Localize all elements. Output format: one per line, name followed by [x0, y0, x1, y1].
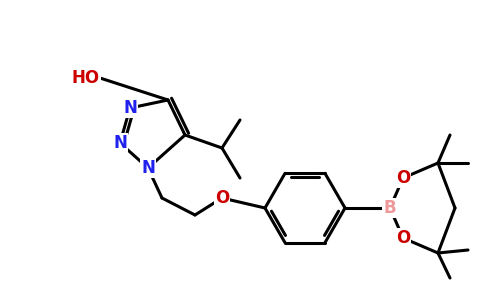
Text: O: O — [396, 169, 410, 187]
Text: N: N — [113, 134, 127, 152]
Text: B: B — [384, 199, 396, 217]
Text: N: N — [123, 99, 137, 117]
Text: HO: HO — [72, 69, 100, 87]
Text: N: N — [141, 159, 155, 177]
Text: O: O — [215, 189, 229, 207]
Text: O: O — [396, 229, 410, 247]
